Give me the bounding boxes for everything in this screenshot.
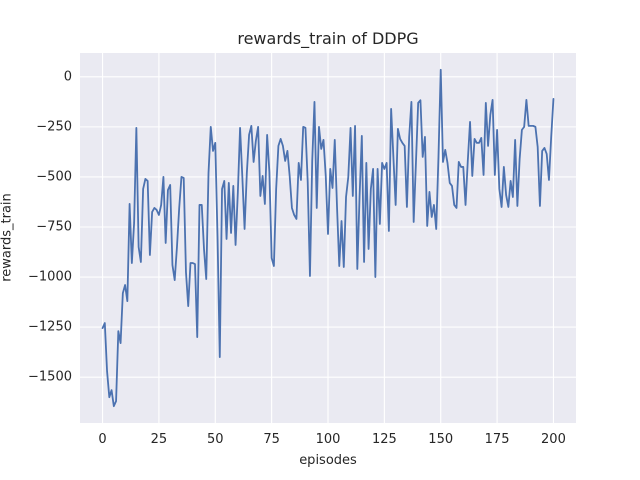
y-tick-label: −500 (36, 169, 72, 185)
rewards-train-line-series (101, 68, 555, 408)
plot-area (80, 53, 576, 423)
x-tick-label: 25 (150, 432, 168, 447)
y-tick-label: −1500 (28, 369, 72, 385)
line-chart-svg (80, 53, 576, 423)
x-tick-label: 75 (263, 432, 280, 447)
x-tick-label: 100 (315, 432, 341, 447)
gridlines (80, 53, 576, 423)
y-tick-label: 0 (63, 69, 72, 85)
x-tick-label: 200 (541, 432, 566, 447)
x-tick-label: 125 (371, 432, 397, 447)
chart-title: rewards_train of DDPG (237, 29, 419, 48)
x-tick-label: 150 (428, 432, 454, 447)
y-tick-label: −750 (36, 219, 72, 235)
x-tick-label: 0 (98, 432, 107, 447)
y-tick-label: −1000 (28, 269, 72, 285)
y-tick-label: −250 (36, 119, 72, 135)
x-tick-label: 50 (206, 432, 224, 447)
y-tick-label: −1250 (28, 319, 72, 335)
x-tick-label: 175 (484, 432, 510, 447)
x-axis-label: episodes (299, 453, 357, 468)
